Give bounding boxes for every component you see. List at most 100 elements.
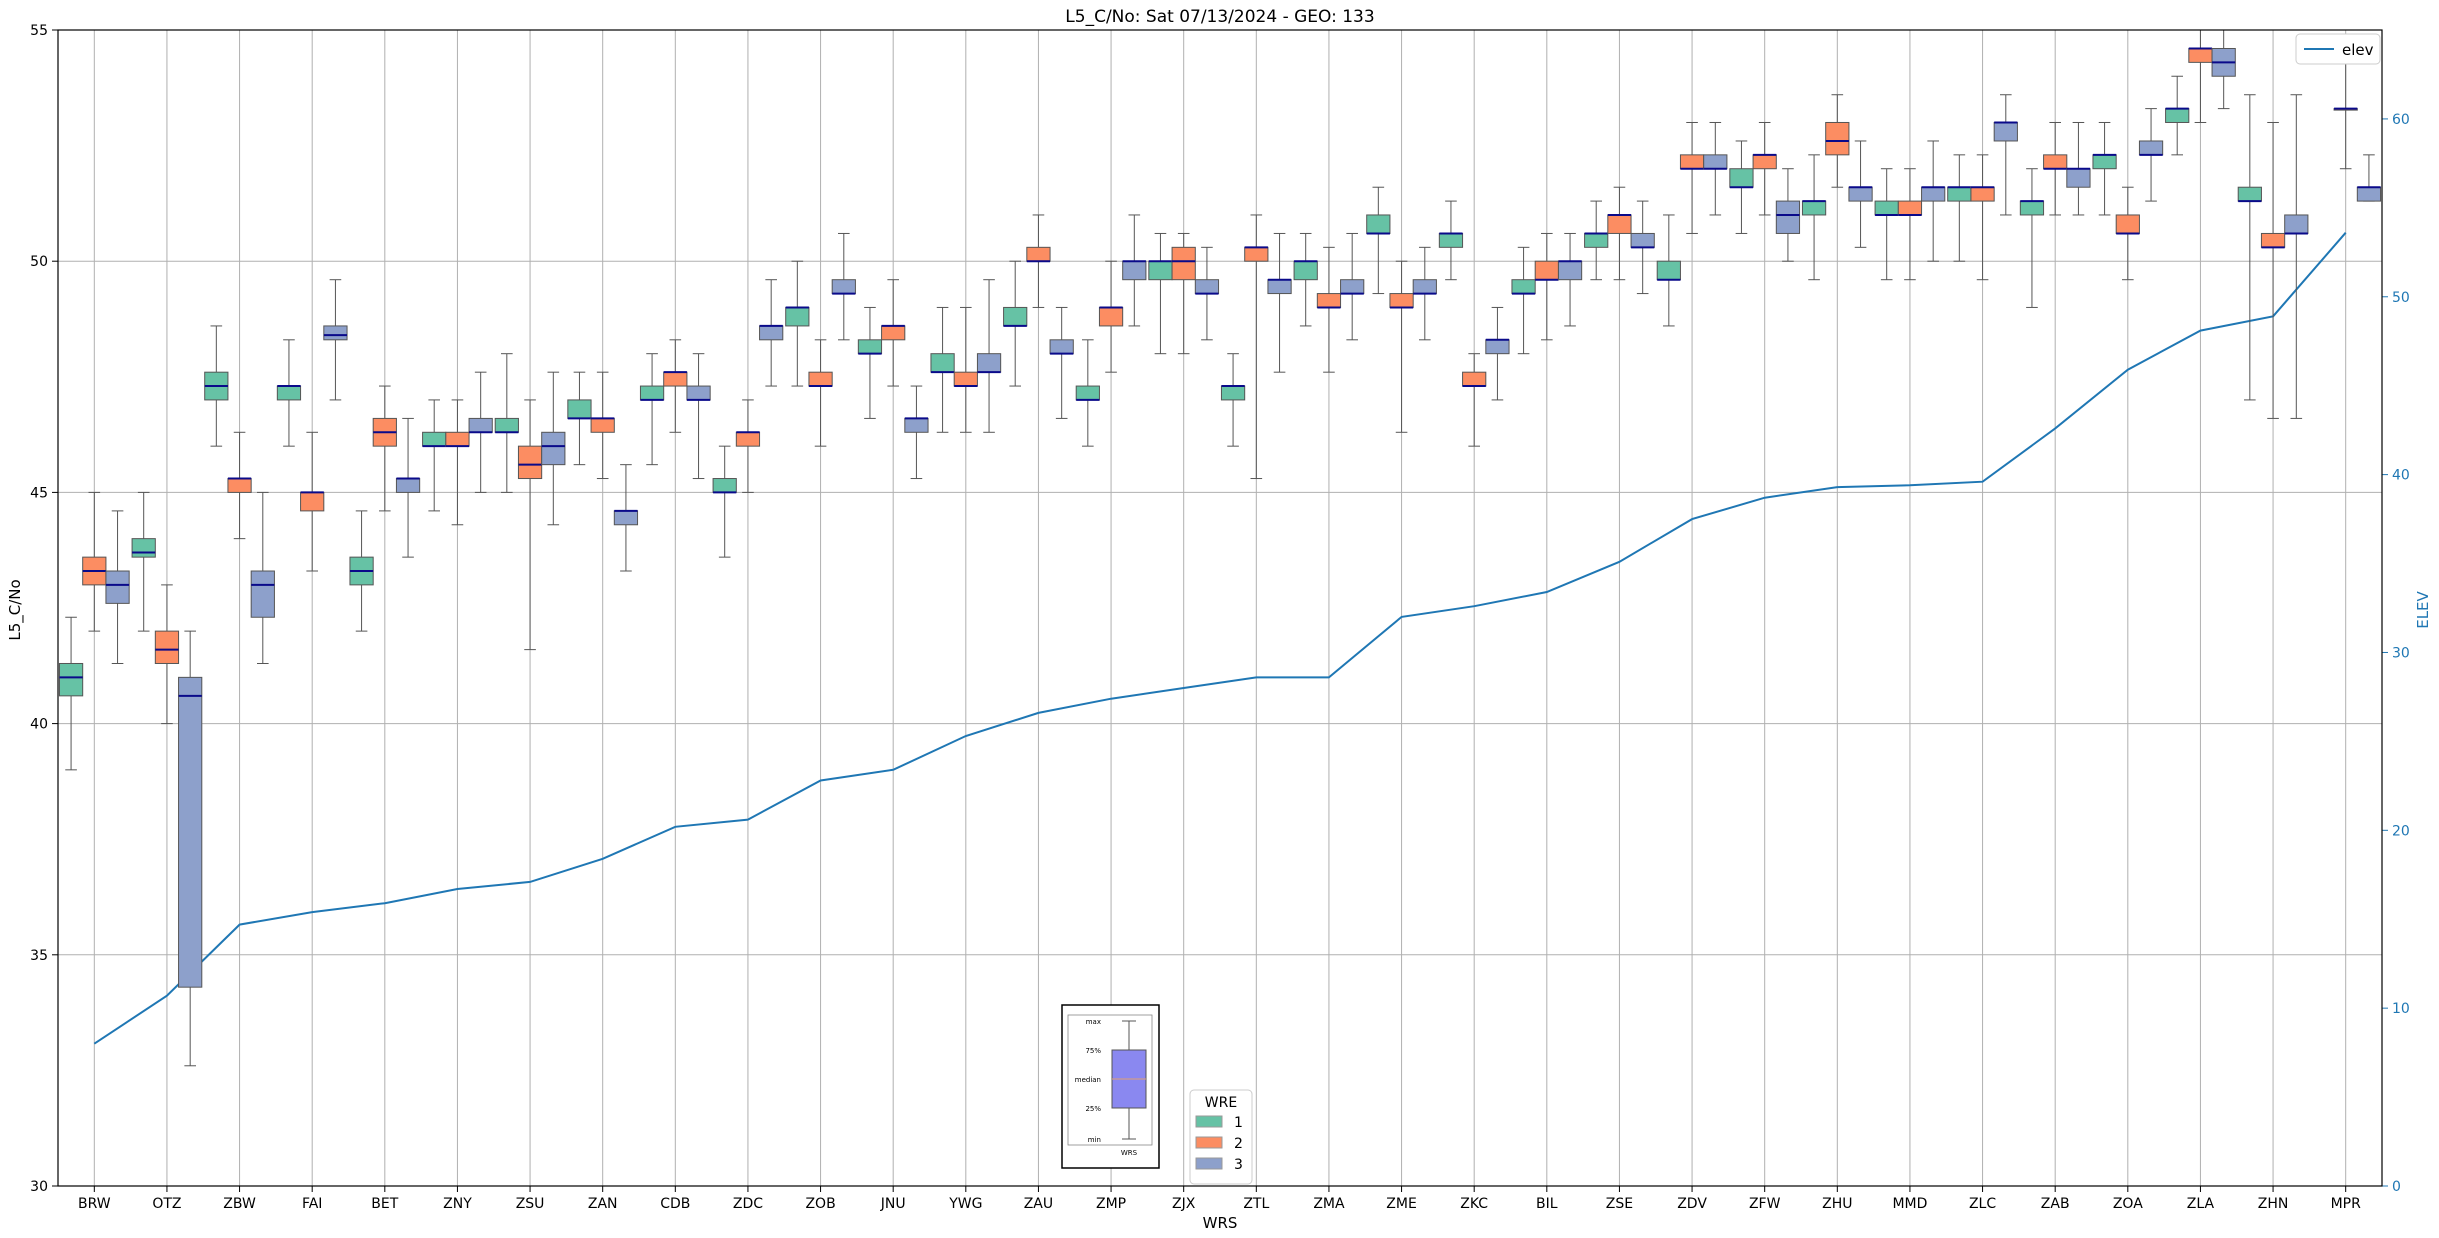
box-ZJX-wre2: [1171, 232, 1196, 355]
box-ZDV-wre1: [1656, 214, 1681, 327]
box-body: [785, 306, 810, 327]
box-legend-swatch-2: [1195, 1136, 1223, 1149]
inset-footer: WRS: [1121, 1149, 1138, 1157]
x-tick-label: ZAB: [2041, 1196, 2070, 1212]
box-ZMA-wre3: [1340, 232, 1365, 341]
box-ZDC-wre1: [712, 445, 737, 558]
box-body: [567, 399, 592, 419]
y2-tick-label: 20: [2392, 823, 2410, 839]
box-CDB-wre3: [686, 353, 711, 480]
box-body: [1607, 214, 1632, 234]
box-body: [517, 445, 543, 480]
box-body: [468, 417, 493, 433]
y-tick-label: 55: [30, 23, 48, 39]
box-body: [1366, 214, 1391, 234]
plot-frame: [57, 29, 2383, 1187]
box-body: [904, 417, 929, 433]
x-tick-label: ZDC: [733, 1196, 763, 1212]
box-YWG-wre1: [930, 306, 955, 433]
box-ZBW-wre1: [204, 325, 229, 447]
line-legend-frame: [2295, 33, 2381, 65]
box-ZOB-wre1: [785, 260, 810, 387]
box-body: [1584, 232, 1609, 248]
box-JNU-wre1: [857, 306, 883, 419]
box-ZAN-wre2: [590, 371, 615, 480]
box-ZLA-wre2: [2188, 29, 2213, 123]
box-ZHN-wre3: [2284, 94, 2309, 419]
box-ZFW-wre2: [1752, 121, 1777, 216]
box-ZHU-wre2: [1825, 94, 1850, 188]
y2-tick-label: 50: [2392, 290, 2410, 306]
box-body: [1148, 260, 1173, 281]
box-body: [1970, 186, 1995, 202]
box-ZAN-wre3: [613, 464, 639, 572]
box-ZAU-wre3: [1049, 306, 1074, 419]
box-body: [1729, 168, 1754, 188]
x-tick-label: BET: [371, 1196, 398, 1212]
box-legend-label-1: 1: [1234, 1115, 1243, 1131]
elev-line: [93, 232, 2347, 1045]
box-body: [1801, 200, 1827, 216]
box-body: [831, 279, 856, 295]
box-body: [300, 491, 325, 512]
box-ZMP-wre1: [1075, 339, 1100, 447]
box-body: [759, 325, 784, 341]
x-tick-label: ZME: [1386, 1196, 1417, 1212]
box-ZME-wre2: [1389, 260, 1414, 433]
box-body: [686, 385, 711, 401]
box-ZAN-wre1: [567, 371, 592, 466]
elev-line-layer: [93, 232, 2347, 1045]
x-tick-label: ZLA: [2187, 1196, 2215, 1212]
box-body: [2092, 154, 2117, 170]
box-ZJX-wre1: [1148, 232, 1173, 355]
box-ZAB-wre2: [2043, 121, 2068, 216]
box-FAI-wre3: [323, 279, 348, 401]
box-ZLC-wre3: [1993, 94, 2018, 216]
box-ZDC-wre2: [735, 399, 761, 493]
box-legend-swatch-3: [1195, 1157, 1223, 1170]
box-ZJX-wre3: [1194, 246, 1220, 341]
box-legend-label-3: 3: [1234, 1157, 1243, 1173]
box-ZNY-wre3: [468, 371, 493, 493]
box-body: [930, 353, 955, 373]
box-body: [1316, 293, 1342, 308]
box-YWG-wre3: [976, 279, 1002, 433]
box-body: [1389, 293, 1414, 308]
box-ZKC-wre3: [1485, 306, 1510, 401]
x-tick-label: ZOA: [2113, 1196, 2143, 1212]
box-ZME-wre1: [1366, 186, 1391, 295]
box-body: [2284, 214, 2309, 234]
box-ZHN-wre1: [2237, 94, 2262, 401]
box-OTZ-wre1: [131, 491, 156, 632]
box-body: [1485, 339, 1510, 355]
box-body: [1557, 260, 1583, 281]
box-body: [712, 478, 737, 493]
box-ZNY-wre1: [422, 399, 447, 512]
x-tick-label: BIL: [1536, 1196, 1558, 1212]
box-body: [1752, 154, 1777, 170]
box-body: [2043, 154, 2068, 170]
boxplot-key-inset: max 75% median 25% min WRS: [1061, 1004, 1160, 1169]
x-tick-label: ZNY: [443, 1196, 472, 1212]
box-JNU-wre3: [904, 385, 929, 480]
box-body: [1679, 154, 1705, 170]
box-body: [2188, 47, 2213, 63]
x-tick-label: ZTL: [1243, 1196, 1269, 1212]
box-ZMA-wre1: [1293, 232, 1318, 327]
box-CDB-wre2: [663, 339, 688, 433]
box-ZSE-wre2: [1607, 186, 1632, 281]
y-axis-label: L5_C/No: [6, 579, 25, 640]
x-tick-label: ZAN: [588, 1196, 618, 1212]
box-ZDV-wre2: [1679, 121, 1705, 234]
box-ZAB-wre3: [2066, 121, 2091, 216]
x-tick-label: ZSE: [1606, 1196, 1633, 1212]
box-body: [1462, 371, 1487, 387]
boxplot-layer: [58, 29, 2382, 1067]
box-legend-swatch-1: [1195, 1115, 1223, 1128]
box-legend: WRE 1 2 3: [1189, 1089, 1253, 1185]
box-body: [1098, 306, 1124, 327]
box-body: [1412, 279, 1437, 295]
box-ZDV-wre3: [1703, 121, 1728, 216]
box-ZTL-wre1: [1220, 353, 1246, 447]
y-tick-label: 50: [30, 254, 48, 270]
